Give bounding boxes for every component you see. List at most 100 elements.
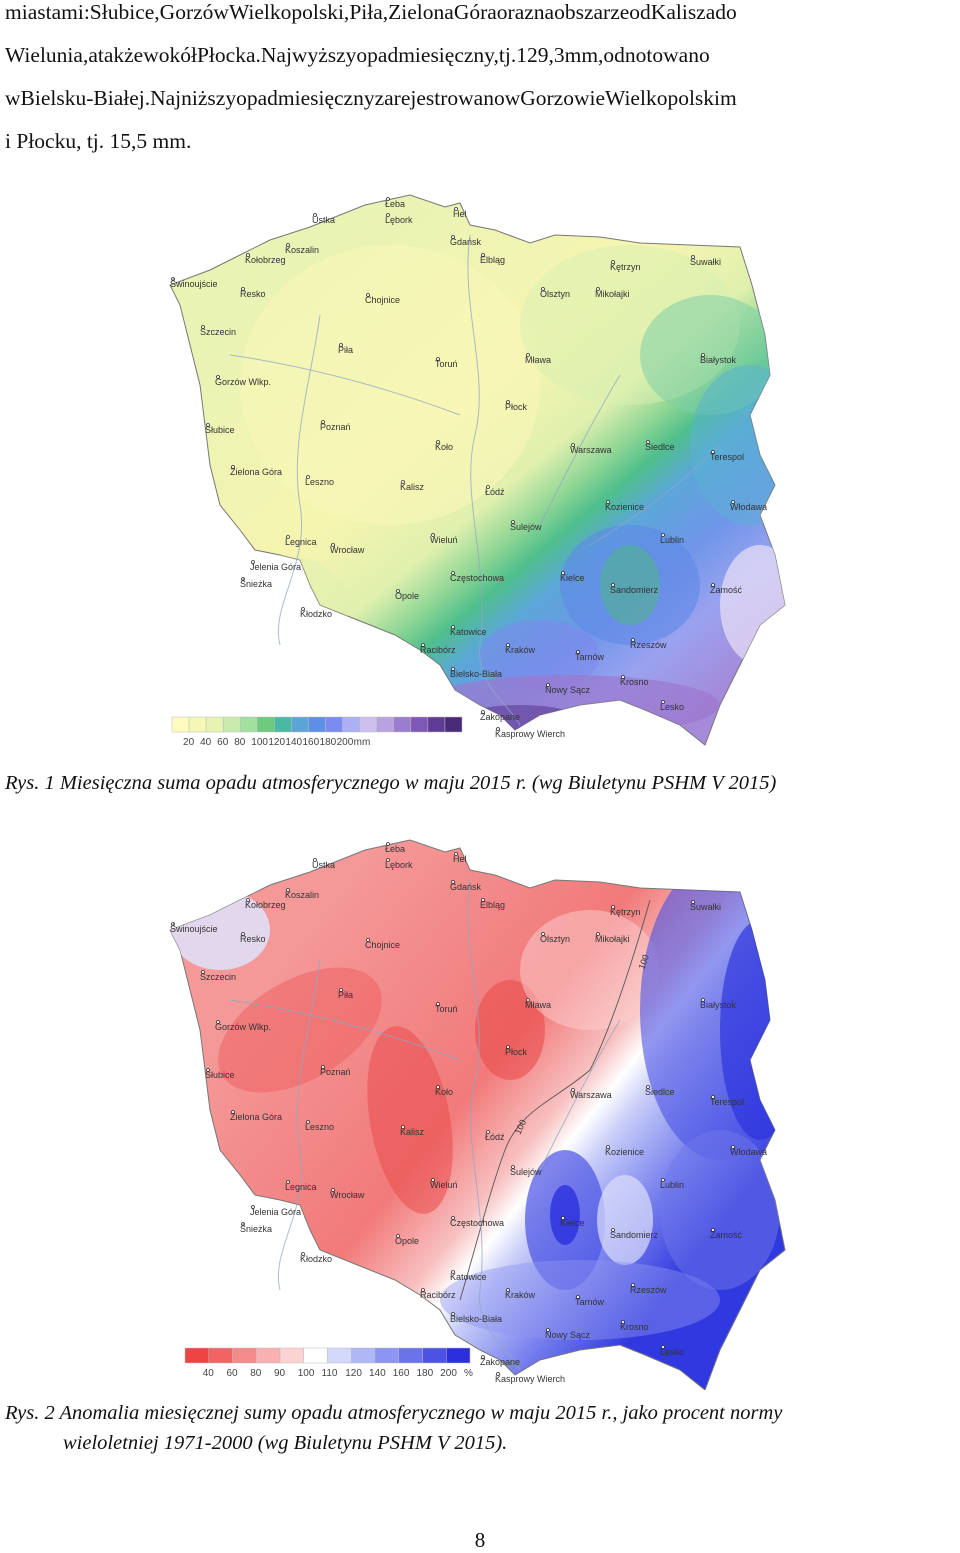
- city-label: Nowy Sącz: [545, 685, 591, 695]
- city-label: Kraków: [505, 1290, 536, 1300]
- city-label: Sandomierz: [610, 1230, 659, 1240]
- legend-tick: 100: [298, 1368, 315, 1379]
- city-marker: [541, 287, 545, 291]
- word: Piła,: [349, 0, 389, 24]
- city-label: Rzeszów: [630, 1285, 667, 1295]
- city-marker: [331, 1188, 335, 1192]
- city-label: Kłodzko: [300, 609, 332, 619]
- paragraph-line-4: i Płocku, tj. 15,5 mm.: [5, 129, 192, 153]
- legend-swatch: [279, 1347, 304, 1364]
- city-marker: [386, 858, 390, 862]
- city-marker: [386, 842, 390, 846]
- word: miesięczny,: [398, 43, 499, 67]
- city-marker: [301, 607, 305, 611]
- city-marker: [646, 1085, 650, 1089]
- city-label: Toruń: [435, 1004, 458, 1014]
- word: Wielkopolskim: [605, 86, 737, 110]
- city-marker: [451, 1312, 455, 1316]
- city-marker: [486, 485, 490, 489]
- legend-swatch: [446, 1347, 471, 1364]
- figure-caption-1: Rys. 1 Miesięczna suma opadu atmosferycz…: [5, 772, 777, 794]
- map1-city-labels: Łeba Lębork Hel Ustka Gdańsk KoszalinKołobrze…: [170, 197, 767, 739]
- city-marker: [451, 667, 455, 671]
- legend-tick: 80: [234, 737, 246, 748]
- legend-swatch: [342, 716, 360, 733]
- legend-tick: 140: [369, 1368, 386, 1379]
- city-marker: [241, 287, 245, 291]
- city-label: Świnoujście: [170, 923, 218, 934]
- city-label: Wrocław: [330, 1190, 365, 1200]
- city-label: Zamość: [710, 1230, 743, 1240]
- city-marker: [611, 1228, 615, 1232]
- city-marker: [481, 1355, 485, 1359]
- city-label: Białystok: [700, 355, 737, 365]
- city-label: Kołobrzeg: [245, 255, 286, 265]
- legend-tick: 180: [320, 737, 337, 748]
- city-marker: [506, 1045, 510, 1049]
- city-marker: [451, 235, 455, 239]
- city-marker: [611, 905, 615, 909]
- city-marker: [366, 938, 370, 942]
- legend-tick: 20: [183, 737, 195, 748]
- city-marker: [241, 932, 245, 936]
- word: Zielona: [388, 0, 454, 24]
- city-label: Krosno: [620, 1322, 649, 1332]
- city-marker: [386, 213, 390, 217]
- city-marker: [526, 998, 530, 1002]
- city-marker: [286, 888, 290, 892]
- legend-swatch: [422, 1347, 447, 1364]
- city-marker: [216, 1020, 220, 1024]
- city-marker: [631, 1283, 635, 1287]
- city-label: Łódź: [485, 1132, 505, 1142]
- city-marker: [436, 357, 440, 361]
- word: Najwyższy: [260, 43, 357, 67]
- city-label: Racibórz: [420, 645, 456, 655]
- legend-swatch: [208, 1347, 233, 1364]
- city-label: Łeba: [385, 199, 405, 209]
- city-label: Nowy Sącz: [545, 1330, 591, 1340]
- city-label: Mikołajki: [595, 289, 630, 299]
- word: do: [715, 0, 737, 24]
- city-label: Gdańsk: [450, 882, 482, 892]
- city-marker: [661, 700, 665, 704]
- legend-tick: 180: [417, 1368, 434, 1379]
- city-marker: [561, 1216, 565, 1220]
- city-marker: [454, 207, 458, 211]
- legend-swatch: [257, 716, 275, 733]
- city-marker: [396, 1234, 400, 1238]
- legend-swatch: [239, 716, 258, 733]
- legend-tick: 120: [345, 1368, 362, 1379]
- city-marker: [339, 343, 343, 347]
- city-label: Elbląg: [480, 900, 505, 910]
- legend-swatch: [398, 1347, 423, 1364]
- figure-caption-2-line-2: wieloletniej 1971-2000 (wg Biuletynu PSH…: [63, 1432, 508, 1454]
- city-marker: [541, 932, 545, 936]
- city-marker: [313, 858, 317, 862]
- city-label: Kielce: [560, 573, 585, 583]
- city-label: Sandomierz: [610, 585, 659, 595]
- word: w: [5, 86, 21, 110]
- legend-swatch: [376, 716, 395, 733]
- city-marker: [421, 1288, 425, 1292]
- city-label: Zakopane: [480, 1357, 520, 1367]
- city-marker: [496, 727, 500, 731]
- legend-swatch: [327, 1347, 352, 1364]
- city-label: Świnoujście: [170, 278, 218, 289]
- city-label: Kołobrzeg: [245, 900, 286, 910]
- city-label: Kasprowy Wierch: [495, 1374, 565, 1384]
- city-label: Resko: [240, 934, 266, 944]
- city-label: Kłodzko: [300, 1254, 332, 1264]
- city-marker: [431, 1178, 435, 1182]
- city-marker: [366, 293, 370, 297]
- city-label: Lesko: [660, 1347, 684, 1357]
- city-marker: [251, 560, 255, 564]
- city-label: Koło: [435, 442, 453, 452]
- city-label: Lesko: [660, 702, 684, 712]
- city-label: Olsztyn: [540, 934, 570, 944]
- city-label: Suwałki: [690, 902, 721, 912]
- city-label: Poznań: [320, 422, 351, 432]
- city-marker: [711, 1095, 715, 1099]
- legend-tick: 100: [251, 737, 268, 748]
- legend-swatch: [171, 716, 190, 733]
- city-marker: [546, 1328, 550, 1332]
